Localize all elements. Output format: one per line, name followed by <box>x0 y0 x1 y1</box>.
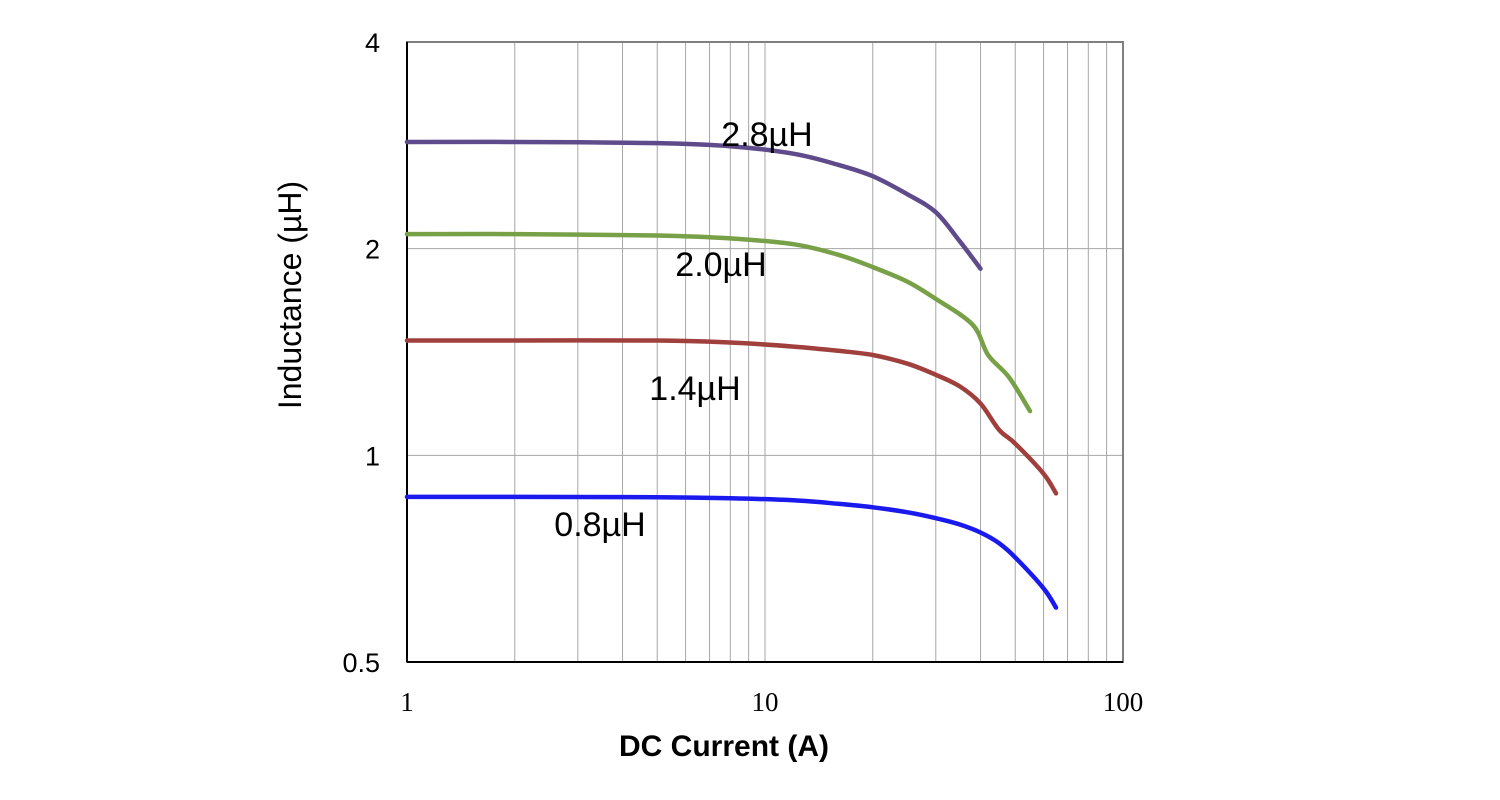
series-line-0-8uh <box>404 494 1059 610</box>
y-tick-label: 4 <box>365 28 380 58</box>
label-0-8uh: 0.8µH <box>554 506 645 544</box>
x-tick-label: 100 <box>1103 687 1144 717</box>
tick-labels: 1 10 100 0.5 1 2 4 <box>342 28 1143 717</box>
label-1-4uh: 1.4µH <box>649 370 740 408</box>
x-tick-label: 10 <box>752 687 779 717</box>
y-axis-title: Inductance (µH) <box>272 181 308 409</box>
series-labels: 2.8µH 2.0µH 1.4µH 0.8µH <box>554 116 812 544</box>
series-line-1-4uh <box>404 338 1059 496</box>
y-tick-label: 1 <box>365 441 380 471</box>
x-axis-title: DC Current (A) <box>619 730 829 763</box>
label-2-0uh: 2.0µH <box>675 246 766 284</box>
series-layer <box>404 139 1059 610</box>
y-tick-label: 2 <box>365 235 380 265</box>
label-2-8uh: 2.8µH <box>721 116 812 154</box>
series-line-2-8uh <box>404 139 983 271</box>
x-tick-label: 1 <box>400 687 414 717</box>
y-tick-label: 0.5 <box>342 648 380 678</box>
series-line-2-0uh <box>404 231 1033 414</box>
